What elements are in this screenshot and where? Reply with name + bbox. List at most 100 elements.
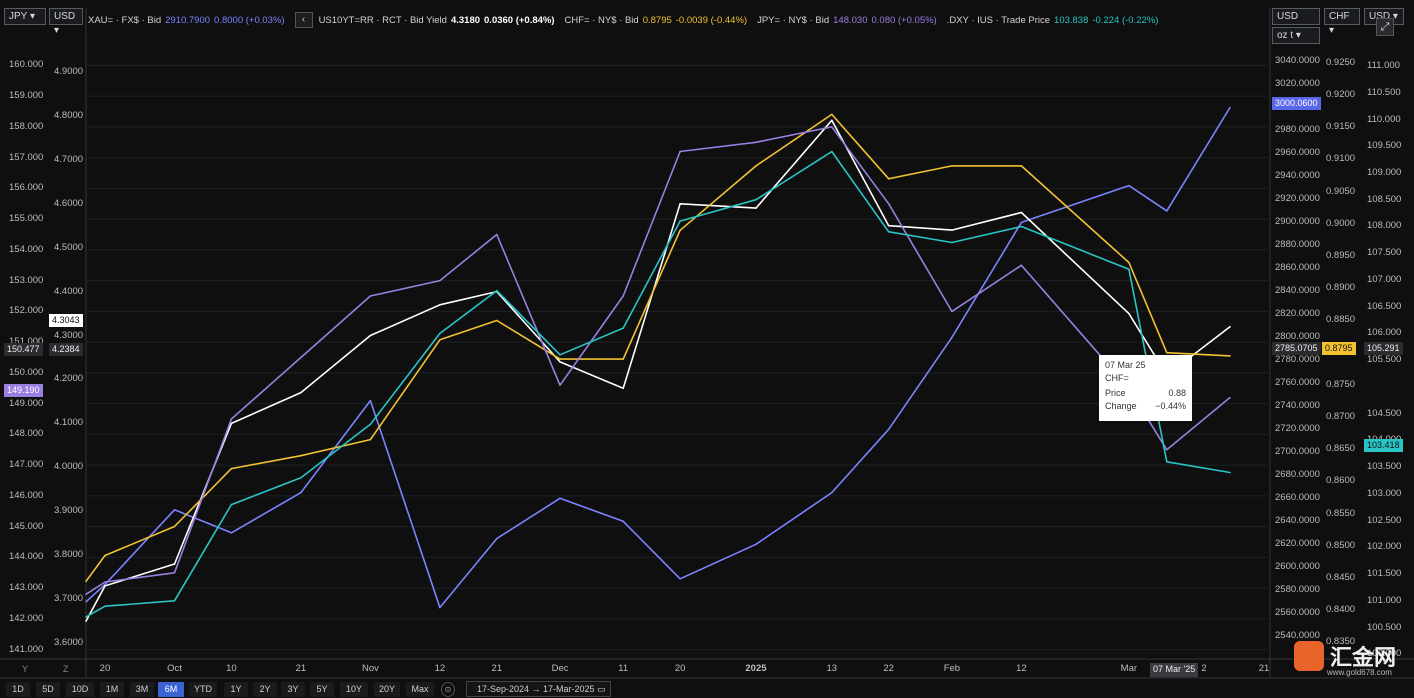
legend-prev-button[interactable]: ‹ bbox=[294, 12, 313, 28]
series-point bbox=[1166, 210, 1168, 212]
x-tick: 12 bbox=[1016, 663, 1027, 674]
series-point bbox=[887, 231, 890, 233]
right-currency-select-2[interactable]: CHF ▾ bbox=[1324, 8, 1360, 36]
series-point bbox=[1229, 471, 1231, 474]
timeframe-button-10y[interactable]: 10Y bbox=[340, 682, 368, 697]
date-range-picker[interactable]: 17-Sep-2024 → 17-Mar-2025 ▭ bbox=[466, 681, 611, 697]
series-point bbox=[300, 391, 302, 394]
series-point bbox=[300, 454, 302, 457]
timeframe-button-5y[interactable]: 5Y bbox=[310, 682, 334, 697]
gold-tick: 2840.0000 bbox=[1275, 285, 1320, 297]
legend-name: JPY= · NY$ · Bid bbox=[757, 14, 830, 26]
left-currency-select-2[interactable]: USD ▾ bbox=[49, 8, 83, 36]
left-currency-select-1[interactable]: JPY ▾ bbox=[4, 8, 46, 25]
usd-current-marker: 105.291 bbox=[1364, 342, 1403, 355]
yield-tick: 3.8000 bbox=[54, 549, 84, 561]
grid bbox=[86, 64, 1268, 651]
series-point bbox=[104, 583, 106, 586]
timeframe-button-max[interactable]: Max bbox=[406, 682, 434, 697]
jpy-tick: 145.000 bbox=[9, 520, 44, 532]
series-point bbox=[85, 580, 87, 583]
z-corner: Z bbox=[63, 664, 69, 674]
series-point bbox=[369, 295, 372, 297]
x-tick: 21 bbox=[491, 663, 503, 674]
watermark-url: www.gold678.com bbox=[1327, 668, 1392, 677]
timeframe-button-6m[interactable]: 6M bbox=[158, 682, 184, 697]
series-line-4 bbox=[85, 150, 1231, 618]
right-unit-select[interactable]: oz t ▾ bbox=[1272, 27, 1320, 44]
series-point bbox=[230, 422, 233, 425]
series-point bbox=[1020, 211, 1023, 214]
yield-current-marker: 4.2384 bbox=[49, 343, 83, 356]
expand-icon[interactable]: ⤢ bbox=[1376, 18, 1394, 36]
jpy-tick: 144.000 bbox=[9, 551, 44, 563]
series-point bbox=[300, 356, 302, 359]
gold-tick: 2540.0000 bbox=[1275, 630, 1320, 642]
timeframe-button-20y[interactable]: 20Y bbox=[374, 682, 400, 697]
jpy-tick: 153.000 bbox=[9, 274, 44, 286]
gold-tick: 2860.0000 bbox=[1275, 262, 1320, 274]
reset-icon[interactable]: ⊙ bbox=[441, 682, 455, 697]
jpy-marker: 150.477 bbox=[4, 343, 43, 356]
usd-tick: 106.500 bbox=[1367, 300, 1402, 312]
timeframe-button-3m[interactable]: 3M bbox=[130, 682, 154, 697]
legend-name: .DXY · IUS · Trade Price bbox=[946, 14, 1051, 26]
yield-tick: 4.1000 bbox=[54, 417, 84, 429]
gold-tick: 3040.0000 bbox=[1275, 55, 1320, 67]
timeframe-button-1y[interactable]: 1Y bbox=[224, 682, 248, 697]
series-point bbox=[85, 593, 87, 596]
x-tick: 22 bbox=[883, 663, 894, 674]
legend-item[interactable]: XAU= · FX$ · Bid 2910.7900 0.8000 (+0.03%) bbox=[88, 15, 285, 26]
series-point bbox=[1166, 461, 1168, 463]
timeframe-button-3y[interactable]: 3Y bbox=[281, 682, 305, 697]
yield-tick: 4.5000 bbox=[54, 241, 84, 253]
series-point bbox=[622, 387, 624, 390]
tooltip-price-label: Price bbox=[1105, 388, 1126, 398]
usd-tick: 109.500 bbox=[1367, 140, 1402, 152]
series-point bbox=[439, 304, 441, 306]
jpy-tick: 160.000 bbox=[9, 59, 44, 71]
series-point bbox=[104, 581, 106, 583]
series-point bbox=[831, 491, 833, 494]
gold-current-marker: 2785.0705 bbox=[1272, 342, 1321, 355]
series-point bbox=[755, 207, 757, 209]
yield-tick: 4.9000 bbox=[54, 65, 84, 77]
x-tick: 20 bbox=[674, 663, 686, 674]
legend-value: 2910.7900 bbox=[165, 14, 211, 26]
series-point bbox=[1020, 165, 1023, 167]
series-point bbox=[679, 578, 681, 580]
crosshair-date: 07 Mar '25 bbox=[1150, 663, 1199, 677]
jpy-tick: 143.000 bbox=[9, 582, 44, 594]
legend-value: 0.8795 bbox=[642, 14, 672, 26]
legend-item[interactable]: US10YT=RR · RCT · Bid Yield 4.3180 0.0360 … bbox=[319, 15, 555, 26]
right-currency-select-1[interactable]: USD bbox=[1272, 8, 1320, 25]
series-point bbox=[104, 585, 106, 587]
timeframe-button-1m[interactable]: 1M bbox=[100, 682, 124, 697]
series-point bbox=[1229, 396, 1231, 399]
series-point bbox=[559, 384, 561, 387]
legend-item[interactable]: JPY= · NY$ · Bid 148.030 0.080 (+0.05%) bbox=[757, 15, 937, 26]
jpy-tick: 155.000 bbox=[9, 213, 44, 225]
timeframe-button-ytd[interactable]: YTD bbox=[189, 682, 217, 697]
timeframe-button-2y[interactable]: 2Y bbox=[253, 682, 277, 697]
yield-tick: 4.7000 bbox=[54, 153, 84, 165]
timeframe-button-1d[interactable]: 1D bbox=[6, 682, 30, 697]
series-point bbox=[1229, 106, 1231, 109]
series-point bbox=[173, 600, 176, 602]
series-point bbox=[1020, 225, 1023, 228]
usd-tick: 105.500 bbox=[1367, 354, 1402, 366]
timeframe-button-5d[interactable]: 5D bbox=[36, 682, 60, 697]
jpy-tick: 147.000 bbox=[9, 459, 44, 471]
legend-item[interactable]: CHF= · NY$ · Bid 0.8795 -0.0039 (-0.44%) bbox=[565, 15, 748, 26]
timeframe-button-10d[interactable]: 10D bbox=[66, 682, 94, 697]
series-line-0 bbox=[85, 107, 1231, 609]
chf-tick: 0.8350 bbox=[1326, 636, 1356, 648]
series-point bbox=[496, 319, 498, 322]
series-point bbox=[622, 295, 624, 297]
yield-tick: 4.2000 bbox=[54, 373, 84, 385]
chf-tick: 0.9200 bbox=[1326, 89, 1356, 101]
series-point bbox=[369, 438, 372, 441]
series-point bbox=[1128, 312, 1130, 315]
legend-item[interactable]: .DXY · IUS · Trade Price 103.838 -0.224 (-… bbox=[947, 15, 1159, 26]
chf-tick: 0.9100 bbox=[1326, 153, 1356, 165]
